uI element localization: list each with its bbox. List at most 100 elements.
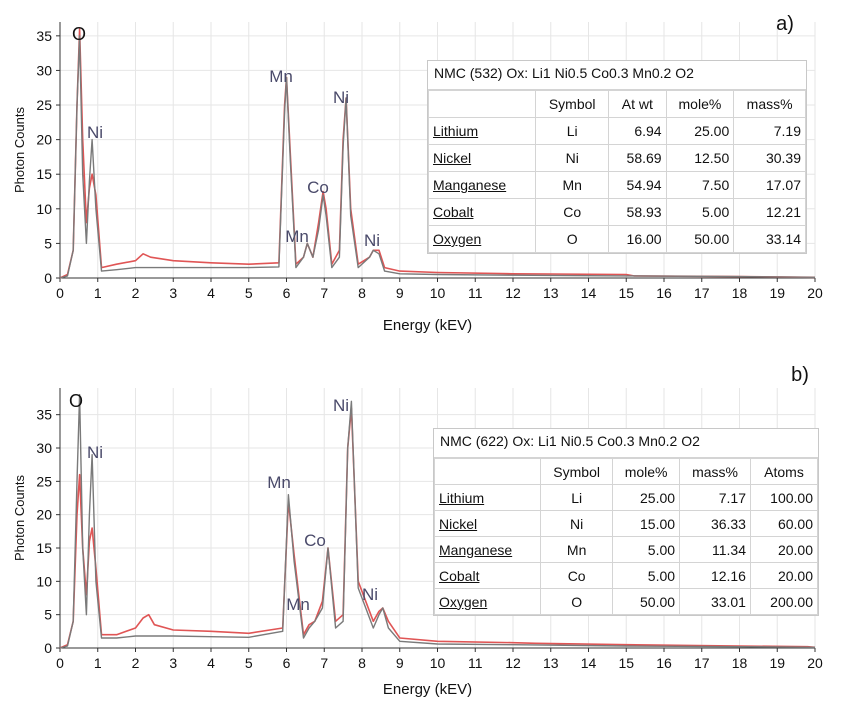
- x-tick-label: 20: [807, 655, 823, 671]
- x-tick-label: 3: [169, 285, 177, 301]
- table-cell: 15.00: [612, 510, 681, 537]
- x-axis-label: Energy (kEV): [383, 681, 472, 698]
- x-tick-label: 6: [283, 655, 291, 671]
- peak-label: Co: [304, 531, 326, 550]
- table-cell: 20.00: [749, 562, 819, 589]
- y-tick-label: 15: [36, 166, 52, 182]
- x-tick-label: 12: [505, 285, 521, 301]
- table-cell: 33.01: [679, 588, 751, 615]
- x-tick-label: 18: [732, 655, 748, 671]
- y-tick-label: 25: [36, 473, 52, 489]
- table-cell: 60.00: [749, 510, 819, 537]
- element-symbol: Mn: [540, 536, 614, 563]
- table-cell: 5.00: [612, 562, 681, 589]
- element-name: Nickel: [433, 510, 542, 537]
- table-cell: 25.00: [665, 117, 735, 145]
- y-tick-label: 20: [36, 507, 52, 523]
- x-tick-label: 7: [320, 655, 328, 671]
- peak-label: Mn: [286, 595, 310, 614]
- y-tick-label: 0: [44, 270, 52, 286]
- table-cell: 17.07: [733, 171, 806, 199]
- table-cell: 58.69: [608, 144, 667, 172]
- table-cell: 200.00: [749, 588, 819, 615]
- element-symbol: O: [540, 588, 614, 615]
- x-tick-label: 19: [769, 655, 785, 671]
- element-name: Lithium: [427, 117, 537, 145]
- peak-label: O: [69, 391, 83, 411]
- x-tick-label: 13: [543, 655, 559, 671]
- table-row: Nickel Ni 58.69 12.50 30.39: [427, 144, 806, 172]
- x-tick-label: 4: [207, 655, 215, 671]
- x-tick-label: 13: [543, 285, 559, 301]
- peak-label: Co: [307, 178, 329, 197]
- header-cell: mole%: [612, 458, 681, 485]
- element-name: Cobalt: [427, 198, 537, 226]
- peak-label: Ni: [333, 88, 349, 107]
- table-cell: 5.00: [612, 536, 681, 563]
- table-cell: 25.00: [612, 484, 681, 511]
- element-symbol: Ni: [540, 510, 614, 537]
- element-name: Lithium: [433, 484, 542, 511]
- x-tick-label: 19: [769, 285, 785, 301]
- table-cell: 58.93: [608, 198, 667, 226]
- table-row: Manganese Mn 5.00 11.34 20.00: [433, 536, 819, 563]
- element-symbol: Li: [540, 484, 614, 511]
- peak-label: Ni: [87, 123, 103, 142]
- x-tick-label: 17: [694, 285, 710, 301]
- y-tick-label: 25: [36, 97, 52, 113]
- table-row: Cobalt Co 58.93 5.00 12.21: [427, 198, 806, 226]
- peak-label: Mn: [285, 227, 309, 246]
- x-tick-label: 15: [618, 285, 634, 301]
- table-row: Nickel Ni 15.00 36.33 60.00: [433, 510, 819, 537]
- table-cell: 12.21: [733, 198, 806, 226]
- y-tick-label: 10: [36, 201, 52, 217]
- header-cell: Symbol: [540, 458, 614, 485]
- peak-label: Ni: [333, 396, 349, 415]
- element-name: Nickel: [427, 144, 537, 172]
- x-tick-label: 11: [468, 285, 483, 301]
- table-caption-532: NMC (532) Ox: Li1 Ni0.5 Co0.3 Mn0.2 O2: [428, 61, 806, 90]
- x-tick-label: 1: [94, 655, 102, 671]
- table-cell: 7.17: [679, 484, 751, 511]
- element-name: Manganese: [427, 171, 537, 199]
- table-cell: 100.00: [749, 484, 819, 511]
- table-cell: 33.14: [733, 225, 806, 253]
- composition-table-622: NMC (622) Ox: Li1 Ni0.5 Co0.3 Mn0.2 O2 S…: [433, 428, 819, 616]
- table-cell: 11.34: [679, 536, 751, 563]
- element-symbol: Co: [535, 198, 610, 226]
- element-name: Manganese: [433, 536, 542, 563]
- spectrum-line-gray: [59, 394, 816, 649]
- y-tick-label: 20: [36, 132, 52, 148]
- x-tick-label: 5: [245, 655, 253, 671]
- table-row: Oxygen O 50.00 33.01 200.00: [433, 588, 819, 615]
- table-cell: 7.19: [733, 117, 806, 145]
- header-cell: [433, 458, 542, 485]
- element-symbol: Co: [540, 562, 614, 589]
- x-tick-label: 2: [132, 655, 140, 671]
- peak-label: O: [72, 24, 86, 44]
- element-symbol: Li: [535, 117, 610, 145]
- spectrum-line-gray: [59, 35, 816, 279]
- header-cell: Atoms: [749, 458, 819, 485]
- table-row: Lithium Li 6.94 25.00 7.19: [427, 117, 806, 145]
- x-tick-label: 14: [581, 285, 597, 301]
- y-tick-label: 30: [36, 62, 52, 78]
- panel-label: a): [776, 13, 794, 35]
- header-cell: mass%: [679, 458, 751, 485]
- x-axis-label: Energy (kEV): [383, 317, 472, 334]
- x-tick-label: 18: [732, 285, 748, 301]
- header-cell: At wt: [608, 90, 667, 118]
- element-symbol: O: [535, 225, 610, 253]
- y-axis-label: Photon Counts: [12, 475, 27, 562]
- table-row: Cobalt Co 5.00 12.16 20.00: [433, 562, 819, 589]
- peak-label: Ni: [362, 585, 378, 604]
- x-tick-label: 8: [358, 285, 366, 301]
- peak-label: Ni: [364, 231, 380, 250]
- y-tick-label: 35: [36, 28, 52, 44]
- x-tick-label: 0: [56, 655, 64, 671]
- x-tick-label: 17: [694, 655, 710, 671]
- element-name: Cobalt: [433, 562, 542, 589]
- header-cell: Symbol: [535, 90, 610, 118]
- y-tick-label: 5: [44, 235, 52, 251]
- x-tick-label: 11: [468, 655, 483, 671]
